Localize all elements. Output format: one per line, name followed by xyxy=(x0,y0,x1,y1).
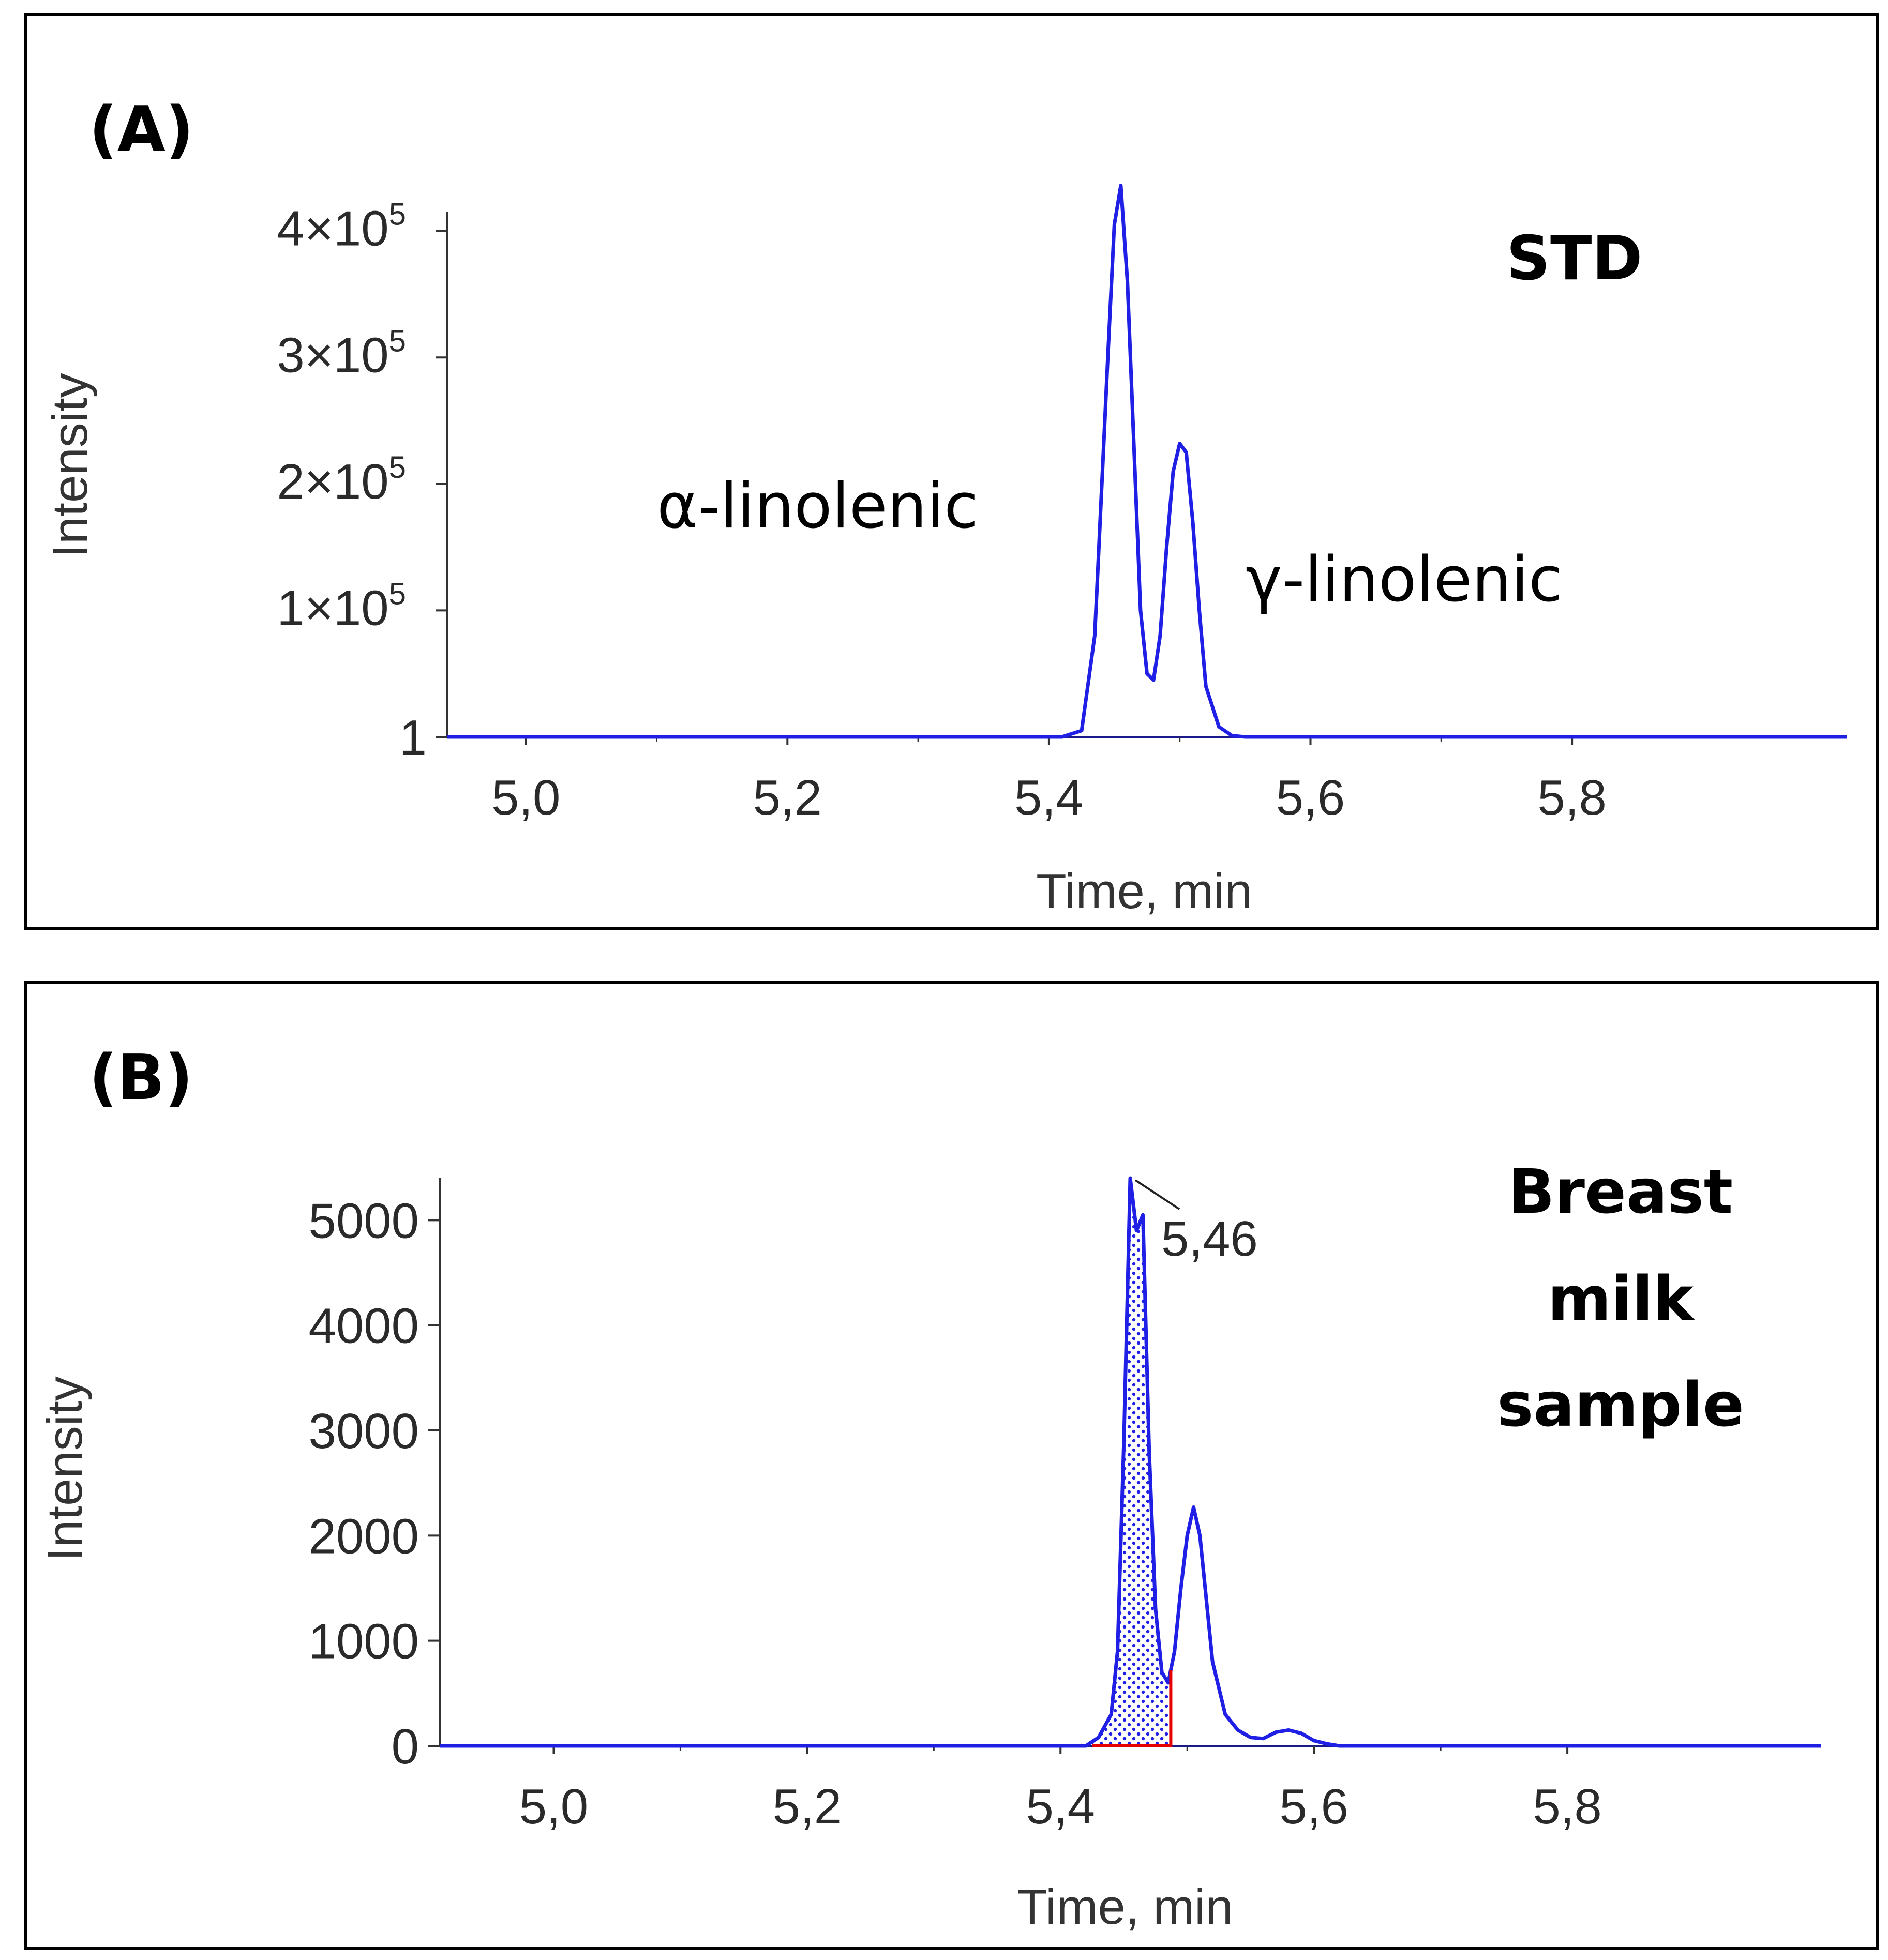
panel-a-peak-label-alpha: α-linolenic xyxy=(657,471,978,542)
panel-a-x-tick-label-3: 5,6 xyxy=(1276,770,1345,825)
panel-a-x-ticks: 5,0 5,2 5,4 5,6 5,8 xyxy=(491,737,1607,825)
panel-b-integrated-area xyxy=(1092,1178,1171,1746)
panel-b-x-tick-label-3: 5,6 xyxy=(1279,1779,1348,1834)
panel-b-y-tick-label-4: 4000 xyxy=(308,1299,419,1354)
panel-b-x-axis-title: Time, min xyxy=(1017,1879,1233,1935)
panel-b-x-tick-label-2: 5,4 xyxy=(1026,1779,1095,1834)
panel-a: (A) STD Intensity Time, min 1 1×105 2×105 3… xyxy=(24,13,1879,930)
panel-a-y-axis-title: Intensity xyxy=(42,373,98,558)
panel-a-frame xyxy=(24,13,1879,930)
panel-b-retention-time-leader xyxy=(1134,1179,1180,1210)
panel-b-y-tick-label-5: 5000 xyxy=(308,1193,419,1248)
panel-a-x-tick-label-1: 5,2 xyxy=(753,770,822,825)
panel-a-y-tick-label-3: 3×105 xyxy=(277,323,406,383)
panel-a-x-tick-label-0: 5,0 xyxy=(491,770,560,825)
panel-a-series-line xyxy=(447,184,1847,739)
panel-b: (B) Breast milk sample Intensity Time, m… xyxy=(24,981,1879,1950)
panel-a-annotation: STD xyxy=(1506,222,1642,294)
panel-b-retention-time-label: 5,46 xyxy=(1161,1211,1258,1267)
panel-a-y-tick-label-1: 1×105 xyxy=(277,576,406,636)
panel-b-x-tick-label-1: 5,2 xyxy=(773,1779,842,1834)
panel-b-integration-baseline xyxy=(1092,1670,1173,1747)
panel-b-x-tick-label-4: 5,8 xyxy=(1533,1779,1601,1834)
panel-a-x-axis-title: Time, min xyxy=(1036,864,1252,919)
panel-b-x-tick-label-0: 5,0 xyxy=(519,1779,588,1834)
panel-b-y-tick-label-0: 0 xyxy=(392,1719,419,1774)
panel-b-label: (B) xyxy=(89,1042,193,1114)
panel-b-annotation-line-2: milk xyxy=(1548,1263,1695,1334)
panel-b-y-ticks: 0 1000 2000 3000 4000 5000 xyxy=(308,1193,440,1774)
panel-b-y-axis-title: Intensity xyxy=(37,1376,93,1561)
panel-a-label: (A) xyxy=(89,94,194,166)
panel-b-y-tick-label-1: 1000 xyxy=(308,1614,419,1669)
panel-b-annotation-line-3: sample xyxy=(1497,1369,1744,1440)
panel-b-y-tick-label-3: 3000 xyxy=(308,1404,419,1459)
panel-a-x-tick-label-4: 5,8 xyxy=(1537,770,1606,825)
panel-a-x-tick-label-2: 5,4 xyxy=(1014,770,1083,825)
panel-a-y-ticks: 1 1×105 2×105 3×105 4×105 xyxy=(277,197,447,765)
panel-b-annotation-line-1: Breast xyxy=(1508,1156,1733,1227)
panel-a-peak-label-gamma: γ-linolenic xyxy=(1246,544,1563,616)
svg-text:Intensity: Intensity xyxy=(42,373,98,558)
panel-b-series-line xyxy=(440,1176,1821,1748)
panel-a-y-tick-label-4: 4×105 xyxy=(277,197,406,257)
panel-a-y-tick-label-2: 2×105 xyxy=(277,450,406,509)
panel-b-x-ticks: 5,0 5,2 5,4 5,6 5,8 xyxy=(519,1746,1602,1834)
panel-b-frame xyxy=(24,981,1879,1950)
svg-text:Intensity: Intensity xyxy=(37,1376,93,1561)
panel-a-y-tick-label-0: 1 xyxy=(399,710,427,765)
panel-b-y-tick-label-2: 2000 xyxy=(308,1509,419,1564)
